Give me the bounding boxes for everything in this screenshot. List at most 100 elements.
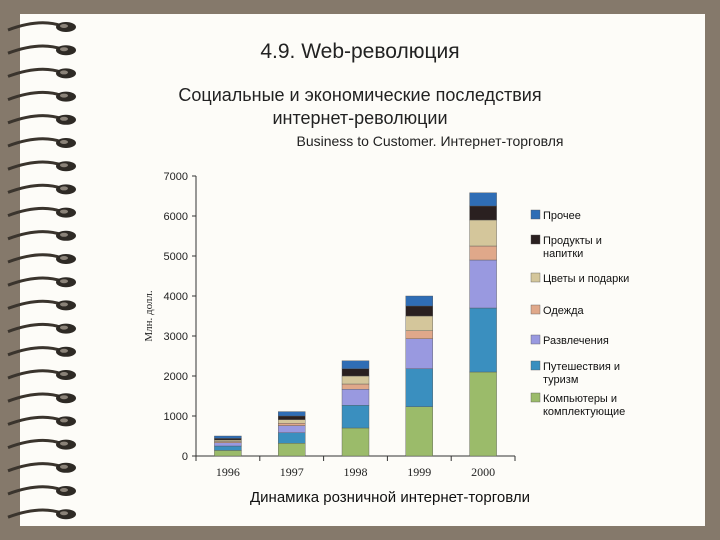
bar-segment <box>341 405 370 429</box>
spiral-highlight <box>60 47 68 52</box>
legend-label-line: Цветы и подарки <box>543 273 629 285</box>
bar-segment <box>214 450 242 457</box>
spiral-highlight <box>60 488 68 492</box>
legend-label: Компьютеры и комплектующие <box>543 393 625 418</box>
spiral-highlight <box>60 279 68 284</box>
legend-swatch <box>530 272 541 283</box>
legend-label-line: Развлечения <box>543 335 609 347</box>
bar-segment <box>341 427 370 457</box>
bar-segment <box>214 442 242 447</box>
bar-segment <box>405 315 433 332</box>
chart-heading: Business to Customer. Интернет-торговля <box>296 133 564 149</box>
spiral-highlight <box>60 302 68 307</box>
chart-bars <box>214 192 497 457</box>
spiral-highlight <box>60 325 68 330</box>
x-tick-label: 2000 <box>471 465 495 479</box>
spiral-highlight <box>60 441 68 446</box>
spiral-highlight <box>60 140 68 144</box>
chart-axes: 0 1000 2000 3000 4000 5000 6000 7000 Млн. долл. 1… <box>143 171 516 479</box>
legend-label: Развлечения <box>543 335 609 347</box>
bar-segment <box>214 445 242 451</box>
legend-label: Продукты и напитки <box>543 235 602 260</box>
subtitle-line-2: интернет-революции <box>272 108 448 128</box>
spiral-highlight <box>60 372 68 376</box>
bar-segment <box>469 245 497 261</box>
spiral-highlight <box>60 163 68 168</box>
bar-segment <box>341 375 370 385</box>
legend-label-line: Путешествия и <box>543 361 620 373</box>
bar-segment <box>469 307 497 373</box>
bar-segment <box>341 389 370 406</box>
legend-swatch <box>530 234 541 245</box>
bar-segment <box>278 423 306 426</box>
x-tick-label: 1999 <box>407 465 431 479</box>
legend-swatch <box>530 360 541 371</box>
legend-label-line: Прочее <box>543 210 581 222</box>
bar-segment <box>469 259 497 309</box>
legend-label-line: комплектующие <box>543 406 625 418</box>
bar-segment <box>405 338 433 369</box>
legend-swatch <box>530 334 541 345</box>
bar-segment <box>405 295 433 307</box>
bar-segment <box>469 205 497 221</box>
bar-segment <box>405 406 433 457</box>
legend-label-line: Одежда <box>543 305 585 317</box>
spiral-highlight <box>60 70 68 75</box>
x-tick-label: 1998 <box>344 465 368 479</box>
bar-segment <box>278 411 306 417</box>
bar-segment <box>341 383 370 390</box>
bar-segment <box>278 419 306 424</box>
y-tick-label: 2000 <box>164 371 188 383</box>
legend-label-line: Продукты и <box>543 235 602 247</box>
spiral-highlight <box>60 232 68 237</box>
bar-segment <box>341 360 370 369</box>
spiral-highlight <box>60 93 68 98</box>
legend-label-line: Компьютеры и <box>543 393 617 405</box>
bar-segment <box>405 368 433 407</box>
spiral-highlight <box>60 395 68 400</box>
bar-segment <box>278 443 306 457</box>
legend-label: Цветы и подарки <box>543 273 629 285</box>
y-tick-label: 0 <box>182 451 188 463</box>
bar-segment <box>469 371 497 457</box>
bar-segment <box>278 415 306 420</box>
y-axis-title: Млн. долл. <box>143 290 155 342</box>
spiral-binding <box>7 21 76 520</box>
bar-segment <box>341 368 370 377</box>
spiral-highlight <box>60 418 68 423</box>
bar-segment <box>405 330 433 339</box>
chart-legend: Прочее Продукты и напитки Цветы и подарки Од… <box>530 209 629 418</box>
bar-segment <box>214 438 242 441</box>
legend-swatch <box>530 392 541 403</box>
spiral-highlight <box>60 464 68 469</box>
legend-label-line: туризм <box>543 374 578 386</box>
y-tick-label: 4000 <box>164 291 188 303</box>
bar-segment <box>214 439 242 442</box>
chart-caption: Динамика розничной интернет-торговли <box>250 489 530 506</box>
y-tick-label: 1000 <box>164 411 188 423</box>
spiral-highlight <box>60 511 68 516</box>
bar-segment <box>278 432 306 444</box>
legend-swatch <box>530 209 541 220</box>
spiral-highlight <box>60 116 68 121</box>
y-tick-label: 7000 <box>164 171 188 183</box>
legend-label: Одежда <box>543 305 585 317</box>
bar-segment <box>469 192 497 207</box>
spiral-highlight <box>60 209 68 214</box>
bar-segment <box>278 425 306 434</box>
bar-segment <box>405 305 433 317</box>
y-tick-label: 3000 <box>164 331 188 343</box>
bar-segment <box>469 219 497 247</box>
subtitle-line-1: Социальные и экономические последствия <box>178 85 542 105</box>
slide-title: 4.9. Web-революция <box>260 40 460 63</box>
bar-segment <box>214 435 242 439</box>
spiral-highlight <box>60 24 68 28</box>
x-tick-label: 1996 <box>216 465 240 479</box>
y-tick-label: 6000 <box>164 211 188 223</box>
spiral-highlight <box>60 348 68 353</box>
legend-label: Путешествия и туризм <box>543 361 620 386</box>
legend-label-line: напитки <box>543 248 583 260</box>
y-tick-label: 5000 <box>164 251 188 263</box>
legend-label: Прочее <box>543 210 581 222</box>
